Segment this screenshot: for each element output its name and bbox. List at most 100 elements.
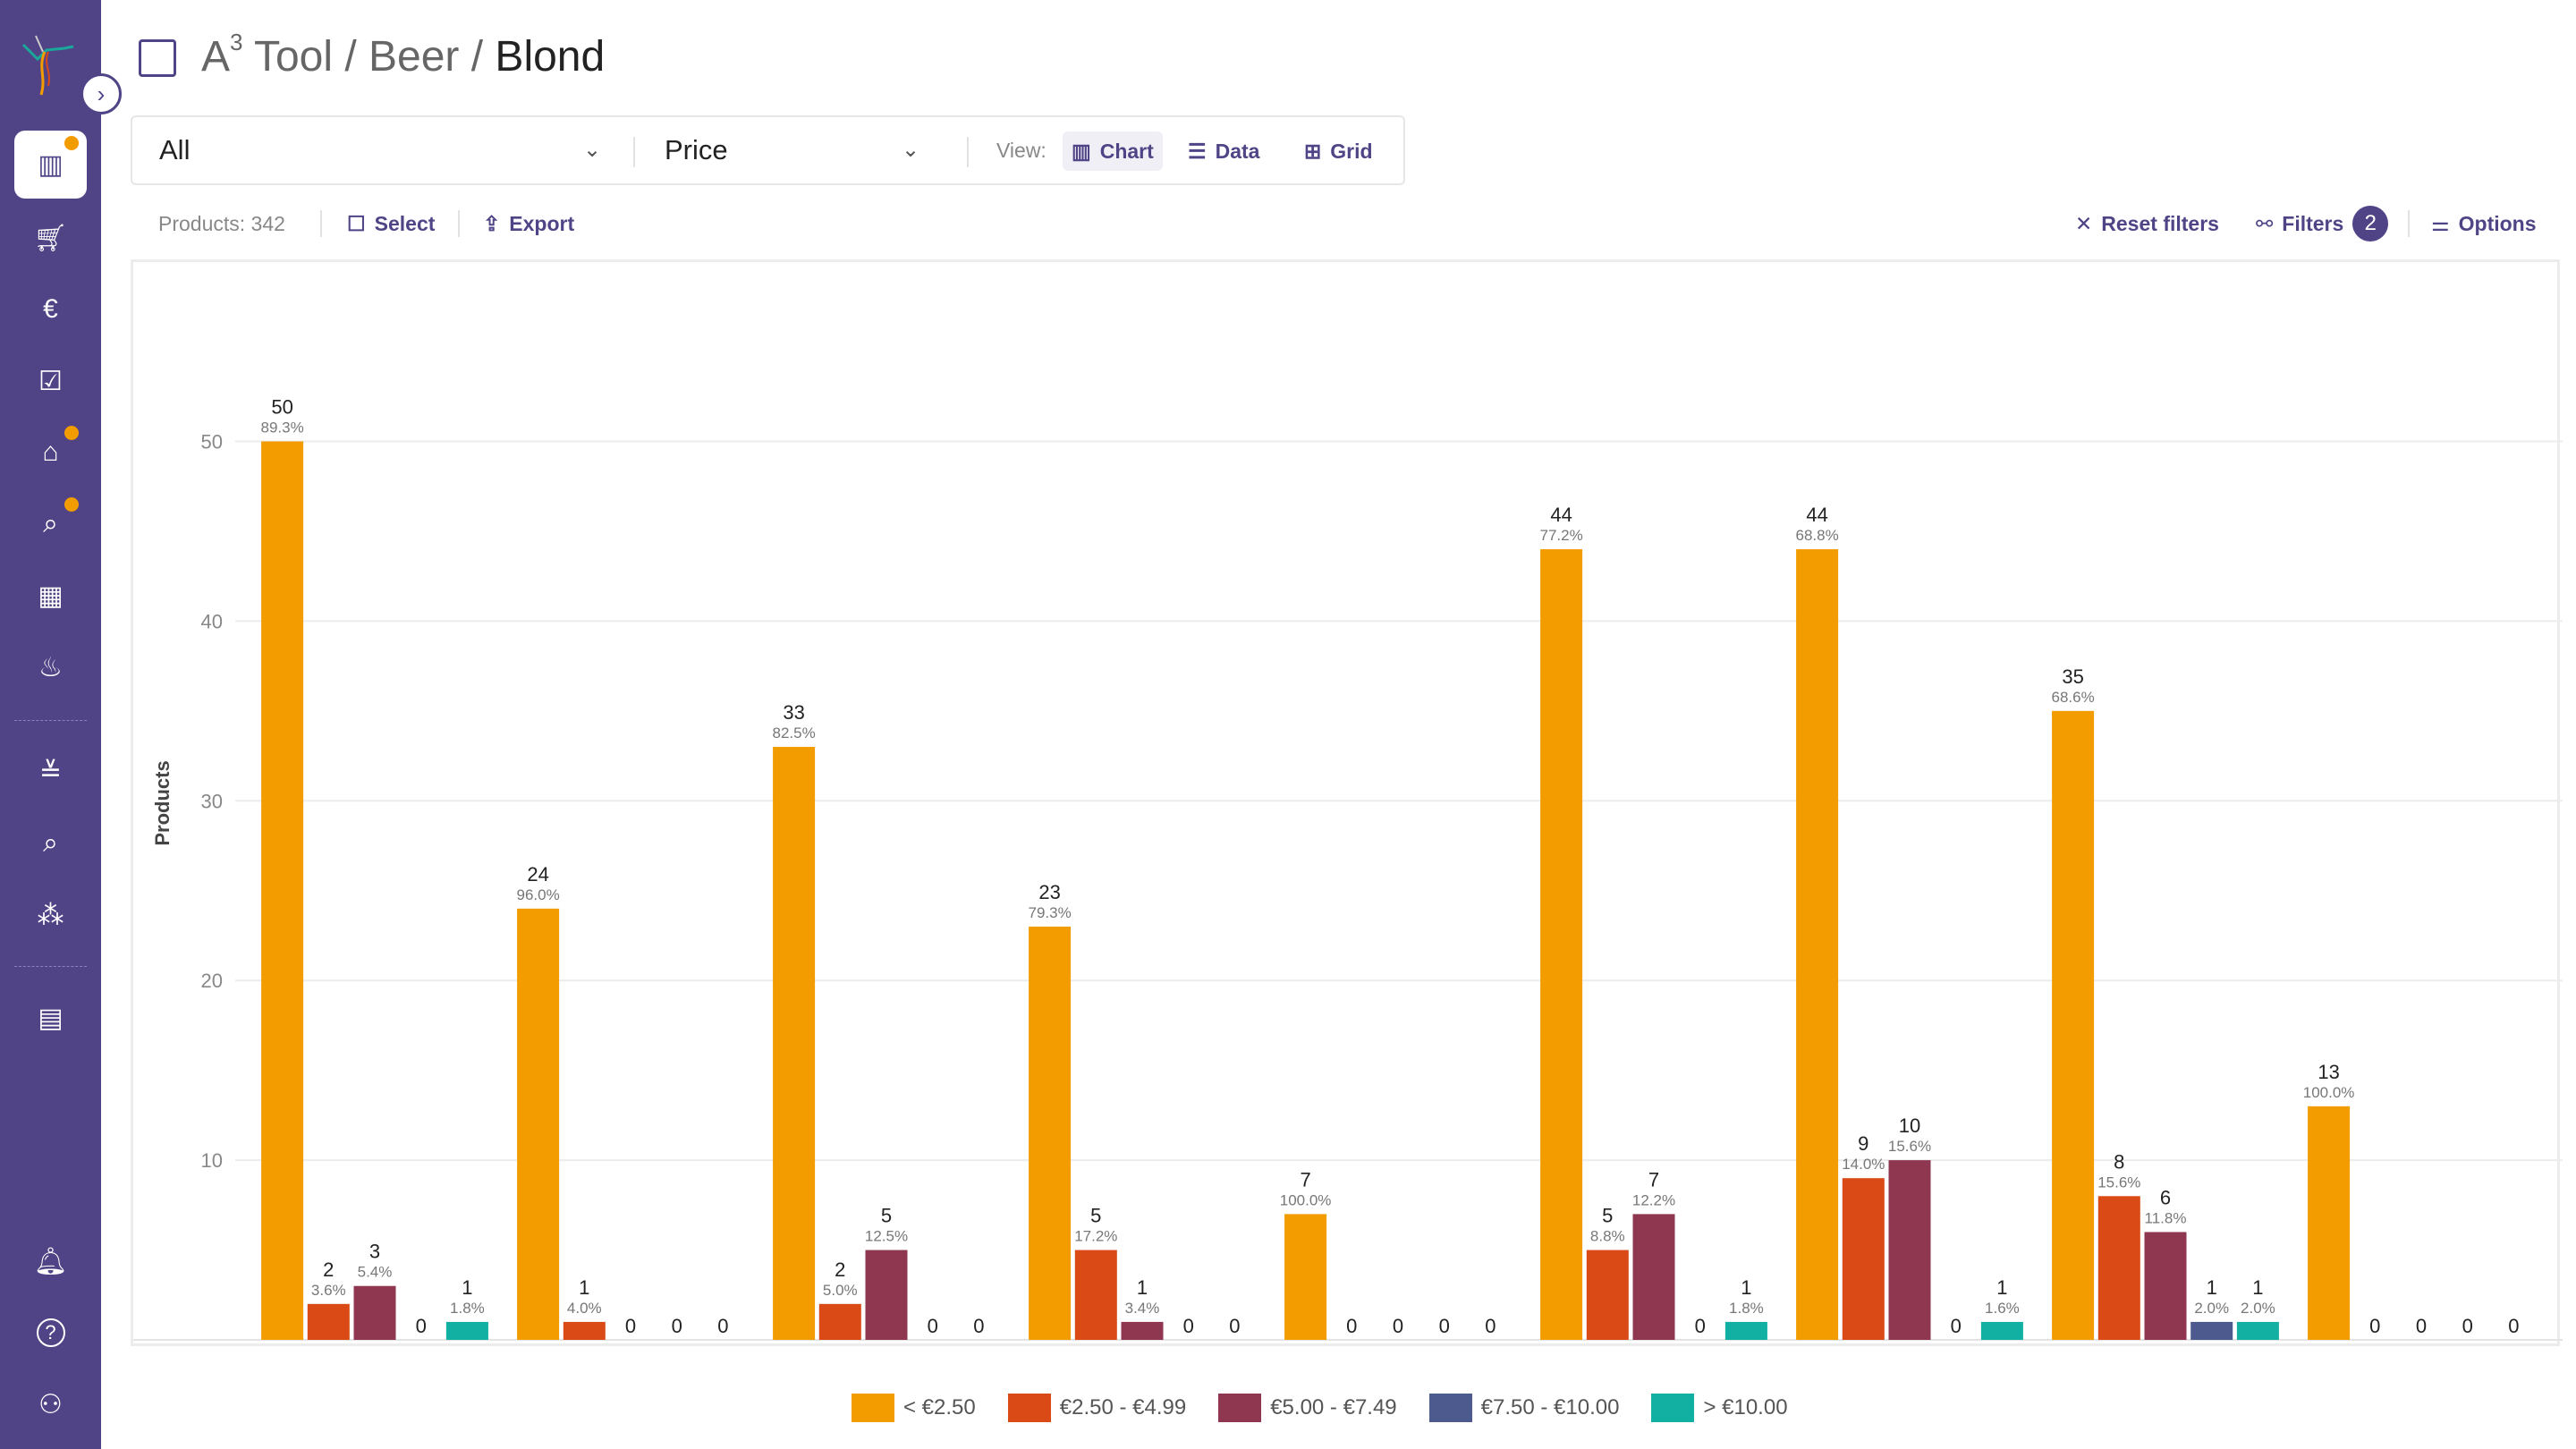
bar[interactable]	[1029, 926, 1072, 1340]
sidebar-item-clipboard-check[interactable]: ☑	[14, 347, 87, 415]
bar-percent-label: 96.0%	[516, 886, 559, 903]
bar-percent-label: 68.6%	[2051, 689, 2094, 706]
sidebar-item-user[interactable]: ⚇	[14, 1370, 87, 1438]
segment-value: All	[159, 134, 191, 165]
sidebar-item-cart[interactable]: 🛒︎	[14, 204, 87, 272]
bar-value-label: 3	[369, 1241, 380, 1263]
bar[interactable]	[1586, 1250, 1629, 1340]
sidebar-divider	[14, 966, 87, 967]
breadcrumb-current: Blond	[495, 33, 606, 80]
sidebar-divider	[14, 720, 87, 721]
sidebar-item-help[interactable]: ?	[14, 1299, 87, 1367]
bar-value-label: 0	[1485, 1315, 1496, 1337]
legend-item[interactable]: < €2.50	[852, 1394, 976, 1422]
legend-item[interactable]: > €10.00	[1651, 1394, 1788, 1422]
legend: < €2.50 €2.50 - €4.99 €5.00 - €7.49 €7.50 -…	[852, 1394, 1788, 1422]
bar[interactable]	[2097, 1196, 2140, 1340]
bar[interactable]	[2052, 710, 2095, 1340]
bar[interactable]	[1724, 1321, 1767, 1340]
bar[interactable]	[517, 908, 560, 1340]
grid-icon: ⊞	[1304, 139, 1322, 163]
sidebar-item-bell[interactable]: 🔔︎	[14, 1227, 87, 1295]
bar[interactable]	[773, 747, 816, 1340]
bar[interactable]	[1796, 549, 1839, 1340]
bar-percent-label: 100.0%	[1280, 1191, 1332, 1208]
reset-filters-button[interactable]: ✕ Reset filters	[2075, 208, 2219, 239]
legend-swatch	[852, 1394, 894, 1422]
bar-percent-label: 3.6%	[311, 1282, 346, 1299]
sidebar-item-euro[interactable]: €	[14, 275, 87, 343]
sidebar-item-list-search[interactable]: ⌕	[14, 809, 87, 877]
breadcrumb-path[interactable]: Tool / Beer /	[242, 33, 496, 80]
bar[interactable]	[2190, 1321, 2233, 1340]
view-data-label: Data	[1215, 139, 1260, 163]
bar[interactable]	[2236, 1321, 2279, 1340]
bar[interactable]	[563, 1321, 606, 1340]
select-button[interactable]: ☐ Select	[347, 208, 435, 239]
bar-value-label: 1	[579, 1276, 589, 1299]
bar-value-label: 0	[1393, 1315, 1403, 1337]
metric-select[interactable]: Price ⌄	[665, 117, 933, 183]
legend-item[interactable]: €7.50 - €10.00	[1428, 1394, 1620, 1422]
sidebar-item-trend-search[interactable]: ⌕	[14, 490, 87, 558]
help-icon: ?	[36, 1318, 65, 1347]
hummingbird-logo[interactable]	[20, 32, 79, 97]
bar-value-label: 8	[2114, 1150, 2124, 1173]
list-check-icon: ≚	[38, 757, 63, 787]
legend-item[interactable]: €5.00 - €7.49	[1218, 1394, 1397, 1422]
view-grid-button[interactable]: ⊞ Grid	[1295, 131, 1382, 171]
chevron-down-icon: ⌄	[902, 138, 920, 162]
legend-item[interactable]: €2.50 - €4.99	[1007, 1394, 1186, 1422]
legend-swatch	[1007, 1394, 1051, 1422]
bar[interactable]	[307, 1303, 350, 1340]
bar[interactable]	[1074, 1250, 1117, 1340]
bar-value-label: 2	[835, 1258, 845, 1281]
bar[interactable]	[1980, 1321, 2023, 1340]
divider	[320, 210, 322, 237]
bar-percent-label: 1.8%	[450, 1300, 485, 1317]
bar-value-label: 0	[928, 1315, 938, 1337]
sidebar-item-list-check[interactable]: ≚	[14, 738, 87, 806]
bar[interactable]	[445, 1321, 488, 1340]
bar-value-label: 0	[1951, 1315, 1962, 1337]
sidebar-item-flame[interactable]: ♨	[14, 633, 87, 701]
filters-button[interactable]: ⚯ Filters 2	[2256, 206, 2389, 242]
bar[interactable]	[1632, 1214, 1675, 1340]
chart-panel: 1020304050ProductsCLP89.3%503.6%25.4%301…	[131, 259, 2563, 1382]
expand-sidebar-button[interactable]: ›	[80, 73, 122, 114]
legend-label: > €10.00	[1703, 1395, 1788, 1419]
checkbox-icon: ☐	[347, 211, 366, 235]
sidebar: › ▥ 🛒︎ € ☑ ⌂ ⌕ ▦ ♨ ≚ ⌕ ⁂ ▤ 🔔︎? ⚇	[0, 0, 122, 1449]
options-button[interactable]: ⚌ Options	[2431, 208, 2537, 239]
bar-percent-label: 12.5%	[865, 1228, 908, 1245]
sidebar-item-document[interactable]: ▤	[14, 984, 87, 1052]
bar[interactable]	[865, 1250, 908, 1340]
options-label: Options	[2458, 211, 2537, 235]
view-data-button[interactable]: ☰ Data	[1179, 131, 1268, 171]
bar[interactable]	[353, 1285, 396, 1340]
bar[interactable]	[2308, 1106, 2351, 1340]
bar[interactable]	[1540, 549, 1583, 1340]
toolbar: All ⌄ Price ⌄ View: ▥ Chart ☰ Data ⊞ Grid	[131, 115, 1405, 185]
bar-value-label: 5	[881, 1205, 892, 1227]
bar-value-label: 7	[1648, 1168, 1659, 1191]
legend-label: €7.50 - €10.00	[1480, 1395, 1620, 1419]
bar[interactable]	[2144, 1232, 2187, 1340]
view-chart-button[interactable]: ▥ Chart	[1063, 131, 1163, 171]
bar[interactable]	[1121, 1321, 1164, 1340]
sidebar-item-calendar[interactable]: ▦	[14, 562, 87, 630]
bar[interactable]	[1842, 1178, 1885, 1340]
bar-value-label: 1	[2252, 1276, 2263, 1299]
export-button[interactable]: ⇪ Export	[483, 208, 574, 239]
sidebar-item-hierarchy[interactable]: ⁂	[14, 881, 87, 949]
bar[interactable]	[261, 441, 304, 1341]
segment-select[interactable]: All ⌄	[159, 117, 606, 183]
sidebar-item-tag[interactable]: ⌂	[14, 419, 87, 487]
bar-value-label: 1	[2207, 1276, 2217, 1299]
breadcrumb-app[interactable]: A	[201, 33, 231, 80]
bar-value-label: 44	[1550, 504, 1572, 526]
bar-value-label: 0	[2462, 1315, 2473, 1337]
bar[interactable]	[818, 1303, 861, 1340]
bar[interactable]	[1888, 1160, 1931, 1340]
bar[interactable]	[1284, 1214, 1327, 1340]
